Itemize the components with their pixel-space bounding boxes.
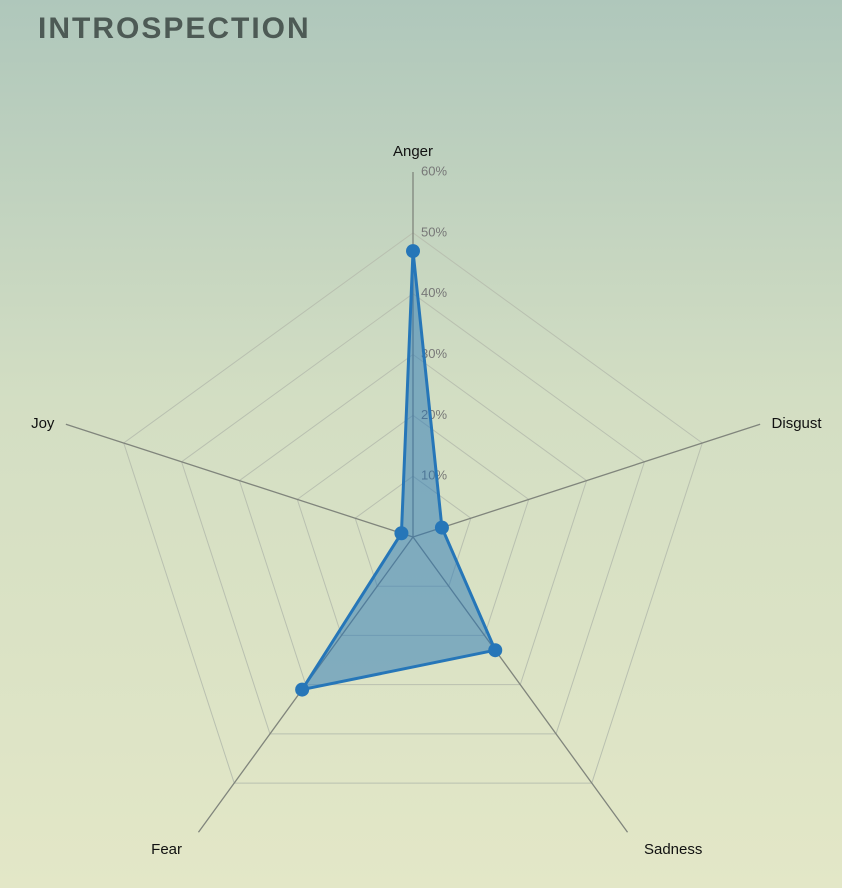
category-label: Disgust: [772, 415, 823, 432]
category-label: Anger: [393, 143, 433, 160]
data-point: [394, 526, 409, 541]
tick-label: 40%: [421, 285, 447, 300]
data-point: [434, 520, 449, 535]
category-label: Fear: [151, 841, 182, 858]
data-point: [488, 643, 503, 658]
grid-ring: [180, 293, 646, 735]
category-label: Joy: [31, 415, 55, 432]
data-point: [295, 682, 310, 697]
data-point: [406, 244, 420, 259]
axis-line: [65, 423, 414, 538]
data-area: [300, 249, 497, 692]
tick-label: 50%: [421, 224, 447, 239]
grid-ring: [123, 232, 703, 784]
grid-ring: [238, 353, 588, 686]
chart-title: INTROSPECTION: [38, 12, 311, 45]
category-label: Sadness: [644, 841, 702, 858]
tick-label: 60%: [421, 163, 447, 178]
axis-line: [412, 423, 761, 538]
tick-label: 30%: [421, 346, 447, 361]
